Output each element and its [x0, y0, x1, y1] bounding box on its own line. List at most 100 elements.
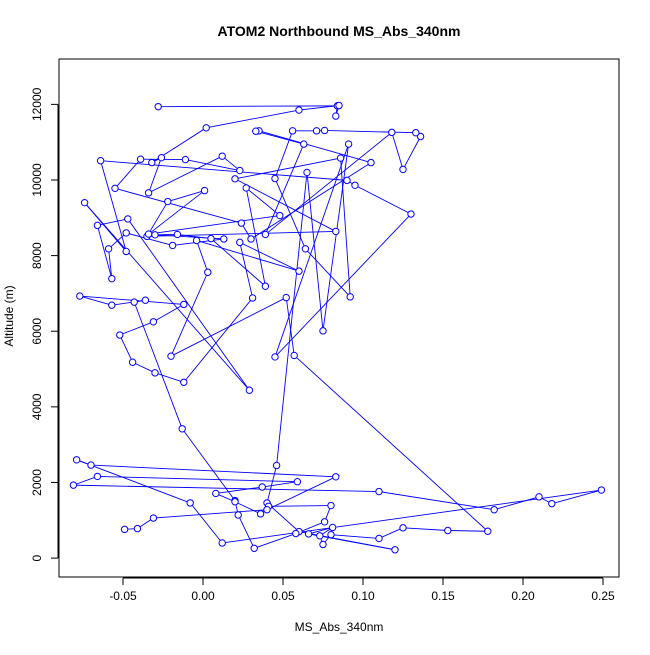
data-point: [368, 159, 374, 165]
data-point: [129, 359, 135, 365]
data-point: [317, 533, 323, 539]
data-point: [232, 499, 238, 505]
data-point: [142, 297, 148, 303]
data-point: [181, 379, 187, 385]
data-point: [277, 212, 283, 218]
data-point: [232, 176, 238, 182]
data-point: [238, 220, 244, 226]
data-point: [249, 295, 255, 301]
data-point: [203, 125, 209, 131]
data-point: [536, 494, 542, 500]
data-point: [301, 141, 307, 147]
data-point: [70, 482, 76, 488]
data-point: [328, 531, 334, 537]
y-tick-label: 8000: [30, 242, 44, 269]
data-point: [150, 319, 156, 325]
data-point: [131, 299, 137, 305]
data-point: [246, 387, 252, 393]
data-point: [235, 512, 241, 518]
data-point: [389, 129, 395, 135]
data-point: [253, 128, 259, 134]
chart-title: ATOM2 Northbound MS_Abs_340nm: [218, 23, 461, 39]
data-point: [123, 230, 129, 236]
y-tick-label: 4000: [30, 393, 44, 420]
x-axis-label: MS_Abs_340nm: [295, 620, 384, 634]
data-point: [408, 211, 414, 217]
data-point: [413, 130, 419, 136]
x-tick-label: 0.00: [191, 589, 215, 603]
y-tick-label: 2000: [30, 469, 44, 496]
data-point: [152, 370, 158, 376]
data-point: [201, 187, 207, 193]
data-point: [205, 269, 211, 275]
data-point: [97, 158, 103, 164]
data-point: [485, 528, 491, 534]
x-tick-label: 0.25: [591, 589, 615, 603]
x-tick-label: 0.10: [351, 589, 375, 603]
data-point: [328, 502, 334, 508]
data-point: [273, 462, 279, 468]
data-point: [73, 457, 79, 463]
data-point: [296, 268, 302, 274]
data-point: [352, 182, 358, 188]
data-point: [329, 524, 335, 530]
data-point: [262, 231, 268, 237]
data-point: [598, 487, 604, 493]
data-point: [121, 526, 127, 532]
data-point: [105, 246, 111, 252]
data-point: [293, 530, 299, 536]
data-point: [264, 506, 270, 512]
data-point: [237, 239, 243, 245]
data-point: [152, 232, 158, 238]
x-tick-label: 0.05: [271, 589, 295, 603]
data-point: [155, 103, 161, 109]
data-point: [251, 545, 257, 551]
y-tick-label: 0: [30, 554, 44, 561]
data-point: [182, 156, 188, 162]
y-tick-label: 12000: [30, 87, 44, 121]
data-point: [294, 479, 300, 485]
data-point: [376, 488, 382, 494]
data-point: [248, 236, 254, 242]
data-point: [145, 231, 151, 237]
data-point: [302, 246, 308, 252]
data-point: [376, 535, 382, 541]
data-point: [549, 500, 555, 506]
data-point: [150, 515, 156, 521]
data-point: [257, 511, 263, 517]
data-point: [259, 484, 265, 490]
data-point: [213, 490, 219, 496]
y-axis-label: Altitude (m): [2, 285, 16, 346]
data-point: [491, 506, 497, 512]
data-point: [313, 128, 319, 134]
data-point: [291, 352, 297, 358]
data-point: [81, 199, 87, 205]
data-point: [77, 293, 83, 299]
data-point: [165, 198, 171, 204]
data-point: [243, 185, 249, 191]
data-point: [289, 128, 295, 134]
data-point: [187, 500, 193, 506]
data-point: [174, 231, 180, 237]
data-point: [336, 102, 342, 108]
data-point: [262, 283, 268, 289]
data-point: [347, 294, 353, 300]
data-point: [123, 248, 129, 254]
data-point: [109, 275, 115, 281]
data-point: [333, 113, 339, 119]
data-point: [344, 177, 350, 183]
data-point: [305, 531, 311, 537]
data-point: [179, 426, 185, 432]
data-point: [125, 216, 131, 222]
data-point: [283, 294, 289, 300]
data-point: [219, 153, 225, 159]
data-point: [392, 547, 398, 553]
data-point: [296, 107, 302, 113]
data-point: [168, 353, 174, 359]
data-point: [94, 222, 100, 228]
data-point: [272, 354, 278, 360]
data-point: [333, 228, 339, 234]
y-tick-label: 6000: [30, 318, 44, 345]
data-point: [321, 127, 327, 133]
